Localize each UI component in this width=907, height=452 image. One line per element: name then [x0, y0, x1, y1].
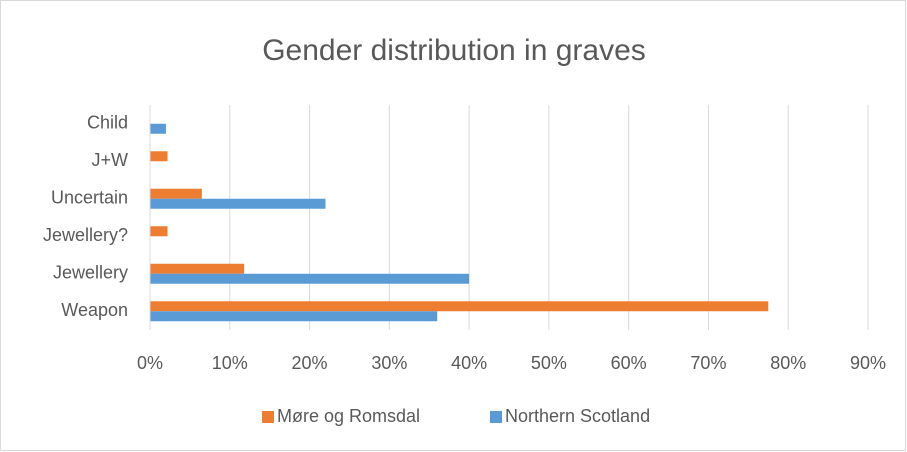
bar — [150, 263, 245, 274]
y-tick-label: J+W — [91, 150, 128, 170]
x-tick-label: 10% — [212, 353, 248, 373]
y-tick-label: Child — [87, 113, 128, 133]
y-tick-label: Jewellery — [53, 263, 128, 283]
bar — [150, 151, 168, 162]
x-tick-label: 90% — [850, 353, 886, 373]
bar — [150, 273, 470, 284]
x-tick-label: 80% — [770, 353, 806, 373]
bar — [150, 188, 202, 199]
legend-swatch — [490, 411, 502, 423]
x-tick-label: 70% — [690, 353, 726, 373]
x-tick-label: 50% — [531, 353, 567, 373]
bar — [150, 123, 166, 134]
legend-swatch — [262, 411, 274, 423]
bar — [150, 226, 168, 237]
x-tick-label: 20% — [292, 353, 328, 373]
x-tick-label: 60% — [611, 353, 647, 373]
bar — [150, 301, 769, 312]
legend-label: Northern Scotland — [505, 406, 650, 426]
bar — [150, 311, 438, 322]
legend-label: Møre og Romsdal — [277, 406, 420, 426]
x-tick-label: 40% — [451, 353, 487, 373]
y-tick-label: Uncertain — [51, 188, 128, 208]
x-tick-label: 30% — [371, 353, 407, 373]
y-tick-label: Jewellery? — [43, 225, 128, 245]
bar — [150, 198, 326, 209]
x-tick-label: 0% — [137, 353, 163, 373]
y-tick-label: Weapon — [61, 300, 128, 320]
chart-title: Gender distribution in graves — [262, 34, 646, 67]
